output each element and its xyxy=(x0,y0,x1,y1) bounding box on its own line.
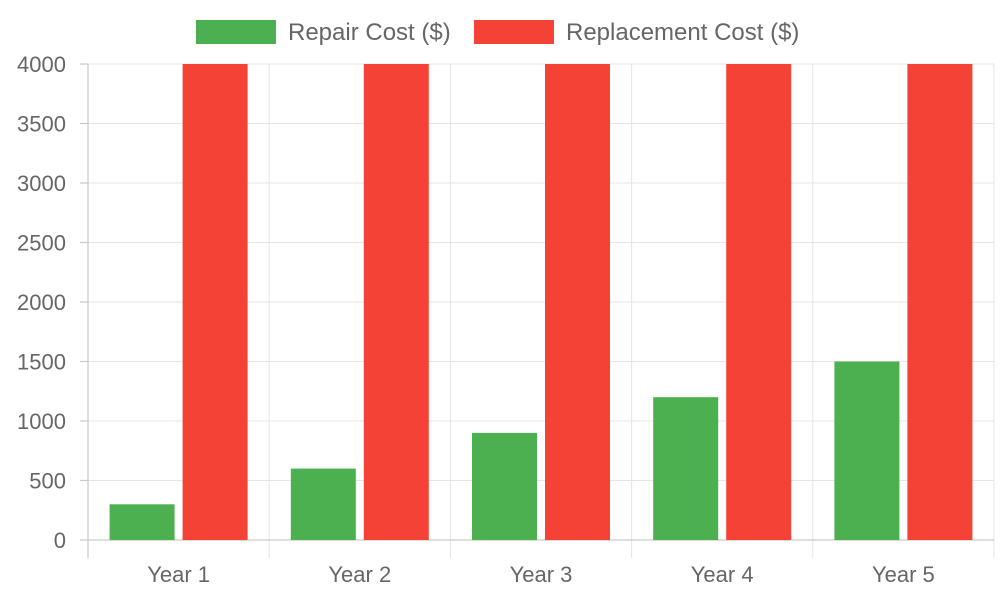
repair-cost-bar[interactable] xyxy=(472,432,537,540)
y-tick-label: 1000 xyxy=(17,409,66,434)
repair-cost-bar[interactable] xyxy=(834,361,900,541)
bars-layer xyxy=(109,64,973,541)
y-tick-label: 1500 xyxy=(17,350,66,375)
repair-cost-bar[interactable] xyxy=(653,397,719,540)
x-tick-label: Year 1 xyxy=(147,562,210,587)
y-tick-label: 3000 xyxy=(17,171,66,196)
x-tick-label: Year 3 xyxy=(510,562,573,587)
replacement-cost-bar[interactable] xyxy=(545,64,610,540)
replacement-cost-bar[interactable] xyxy=(726,64,792,540)
y-tick-label: 4000 xyxy=(17,52,66,77)
x-tick-label: Year 2 xyxy=(328,562,391,587)
y-tick-label: 0 xyxy=(54,528,66,553)
labels-layer: 0 500 1000 1500 2000 2500 3000 3500 4000 Year 1 Ye… xyxy=(17,52,935,587)
y-tick-label: 2500 xyxy=(17,231,66,256)
legend-swatch-2 xyxy=(474,20,554,44)
legend-item-1[interactable]: Repair Cost ($) xyxy=(196,19,451,46)
replacement-cost-bar[interactable] xyxy=(182,64,248,540)
legend: Repair Cost ($) Replacement Cost ($) xyxy=(196,19,799,46)
legend-label-2: Replacement Cost ($) xyxy=(566,19,799,46)
x-tick-label: Year 5 xyxy=(872,562,935,587)
x-tick-label: Year 4 xyxy=(691,562,754,587)
legend-item-2[interactable]: Replacement Cost ($) xyxy=(474,19,799,46)
legend-swatch-1 xyxy=(196,20,276,44)
y-tick-label: 2000 xyxy=(17,290,66,315)
replacement-cost-bar[interactable] xyxy=(907,64,973,540)
repair-cost-bar[interactable] xyxy=(290,468,356,540)
repair-cost-bar[interactable] xyxy=(109,504,175,540)
y-tick-label: 3500 xyxy=(17,112,66,137)
y-tick-label: 500 xyxy=(29,469,66,494)
replacement-cost-bar[interactable] xyxy=(363,64,429,540)
legend-label-1: Repair Cost ($) xyxy=(288,19,451,46)
